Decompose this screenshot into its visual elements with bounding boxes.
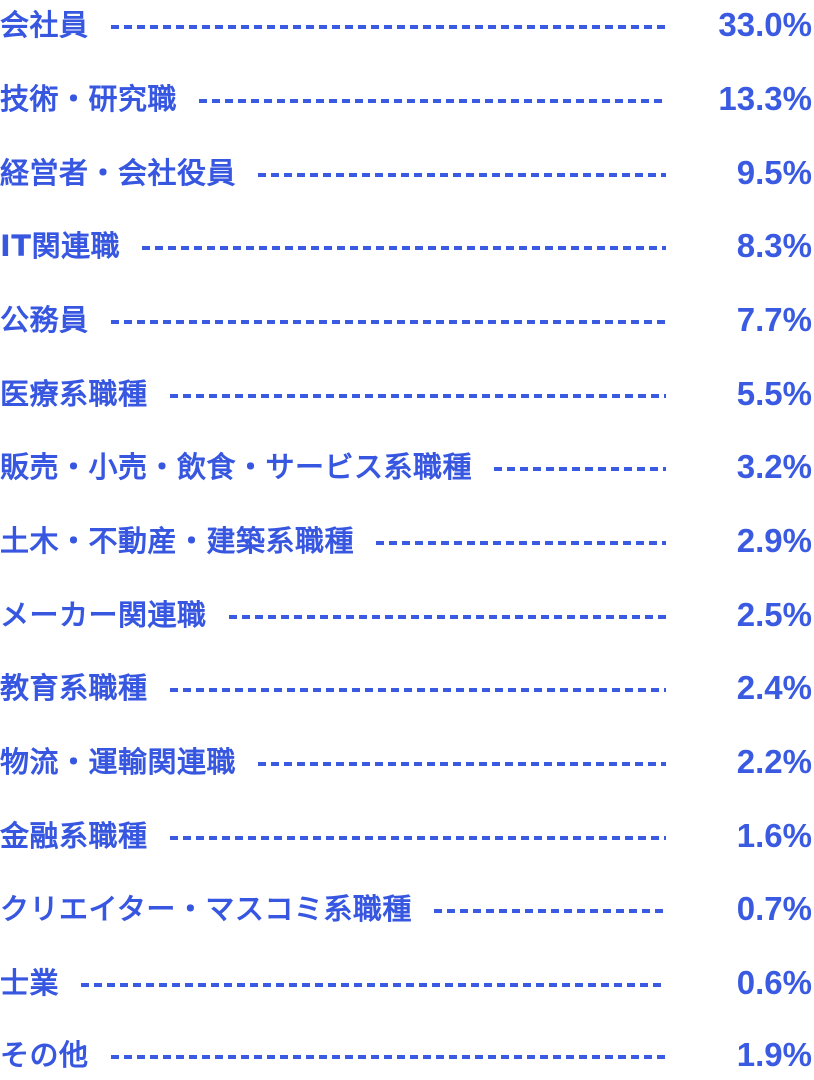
list-item: 公務員 7.7% [0,295,812,345]
list-item: 金融系職種 1.6% [0,811,812,861]
dotted-leader [433,909,666,913]
occupation-label: その他 [0,1038,89,1072]
occupation-label: 金融系職種 [0,819,148,853]
dotted-leader [494,467,666,471]
occupation-percentage: 1.9% [736,1036,812,1073]
list-item: 物流・運輸関連職 2.2% [0,737,812,787]
list-item: 経営者・会社役員 9.5% [0,148,812,198]
occupation-label: 販売・小売・飲食・サービス系職種 [0,450,473,484]
dotted-leader [81,983,666,987]
occupation-percentage: 7.7% [736,301,812,338]
occupation-percentage: 8.3% [736,227,812,264]
dotted-leader [228,615,666,619]
occupation-percentage: 2.9% [736,522,812,559]
list-item: メーカー関連職 2.5% [0,590,812,640]
occupation-percentage: 0.6% [736,964,812,1001]
dotted-leader [169,394,666,398]
occupation-percentage: 2.2% [736,743,812,780]
list-item: 士業 0.6% [0,958,812,1008]
occupation-percentage: 9.5% [736,154,812,191]
dotted-leader [169,836,666,840]
occupation-label: 技術・研究職 [0,82,178,116]
occupation-label: 土木・不動産・建築系職種 [0,524,355,558]
list-item: 会社員 33.0% [0,0,812,50]
list-item: 技術・研究職 13.3% [0,74,812,124]
occupation-label: クリエイター・マスコミ系職種 [0,892,412,926]
list-item: 土木・不動産・建築系職種 2.9% [0,516,812,566]
list-item: その他 1.9% [0,1030,812,1080]
occupation-label: 会社員 [0,8,89,42]
occupation-percentage: 3.2% [736,448,812,485]
occupation-percentage: 1.6% [736,817,812,854]
occupation-percentage: 13.3% [718,80,812,117]
dotted-leader [169,688,666,692]
occupation-percentage: 33.0% [718,6,812,43]
dotted-leader [258,173,666,177]
occupation-label: 医療系職種 [0,377,148,411]
occupation-label: IT関連職 [0,229,121,263]
occupation-percentage: 0.7% [736,890,812,927]
dotted-leader [199,99,666,103]
list-item: 医療系職種 5.5% [0,369,812,419]
occupation-label: 士業 [0,966,60,1000]
dotted-leader [142,246,666,250]
list-item: 販売・小売・飲食・サービス系職種 3.2% [0,442,812,492]
list-item: IT関連職 8.3% [0,221,812,271]
dotted-leader [110,1055,666,1059]
dotted-leader [110,25,666,29]
occupation-percentage: 2.5% [736,596,812,633]
occupation-label: 公務員 [0,303,89,337]
list-item: クリエイター・マスコミ系職種 0.7% [0,884,812,934]
occupation-percentage: 5.5% [736,375,812,412]
dotted-leader [258,762,666,766]
dotted-leader [376,541,666,545]
occupation-label: 物流・運輸関連職 [0,745,237,779]
list-item: 教育系職種 2.4% [0,663,812,713]
occupation-percentage: 2.4% [736,669,812,706]
dotted-leader [110,320,666,324]
occupation-label: 教育系職種 [0,671,148,705]
occupation-label: メーカー関連職 [0,598,207,632]
occupation-label: 経営者・会社役員 [0,156,237,190]
